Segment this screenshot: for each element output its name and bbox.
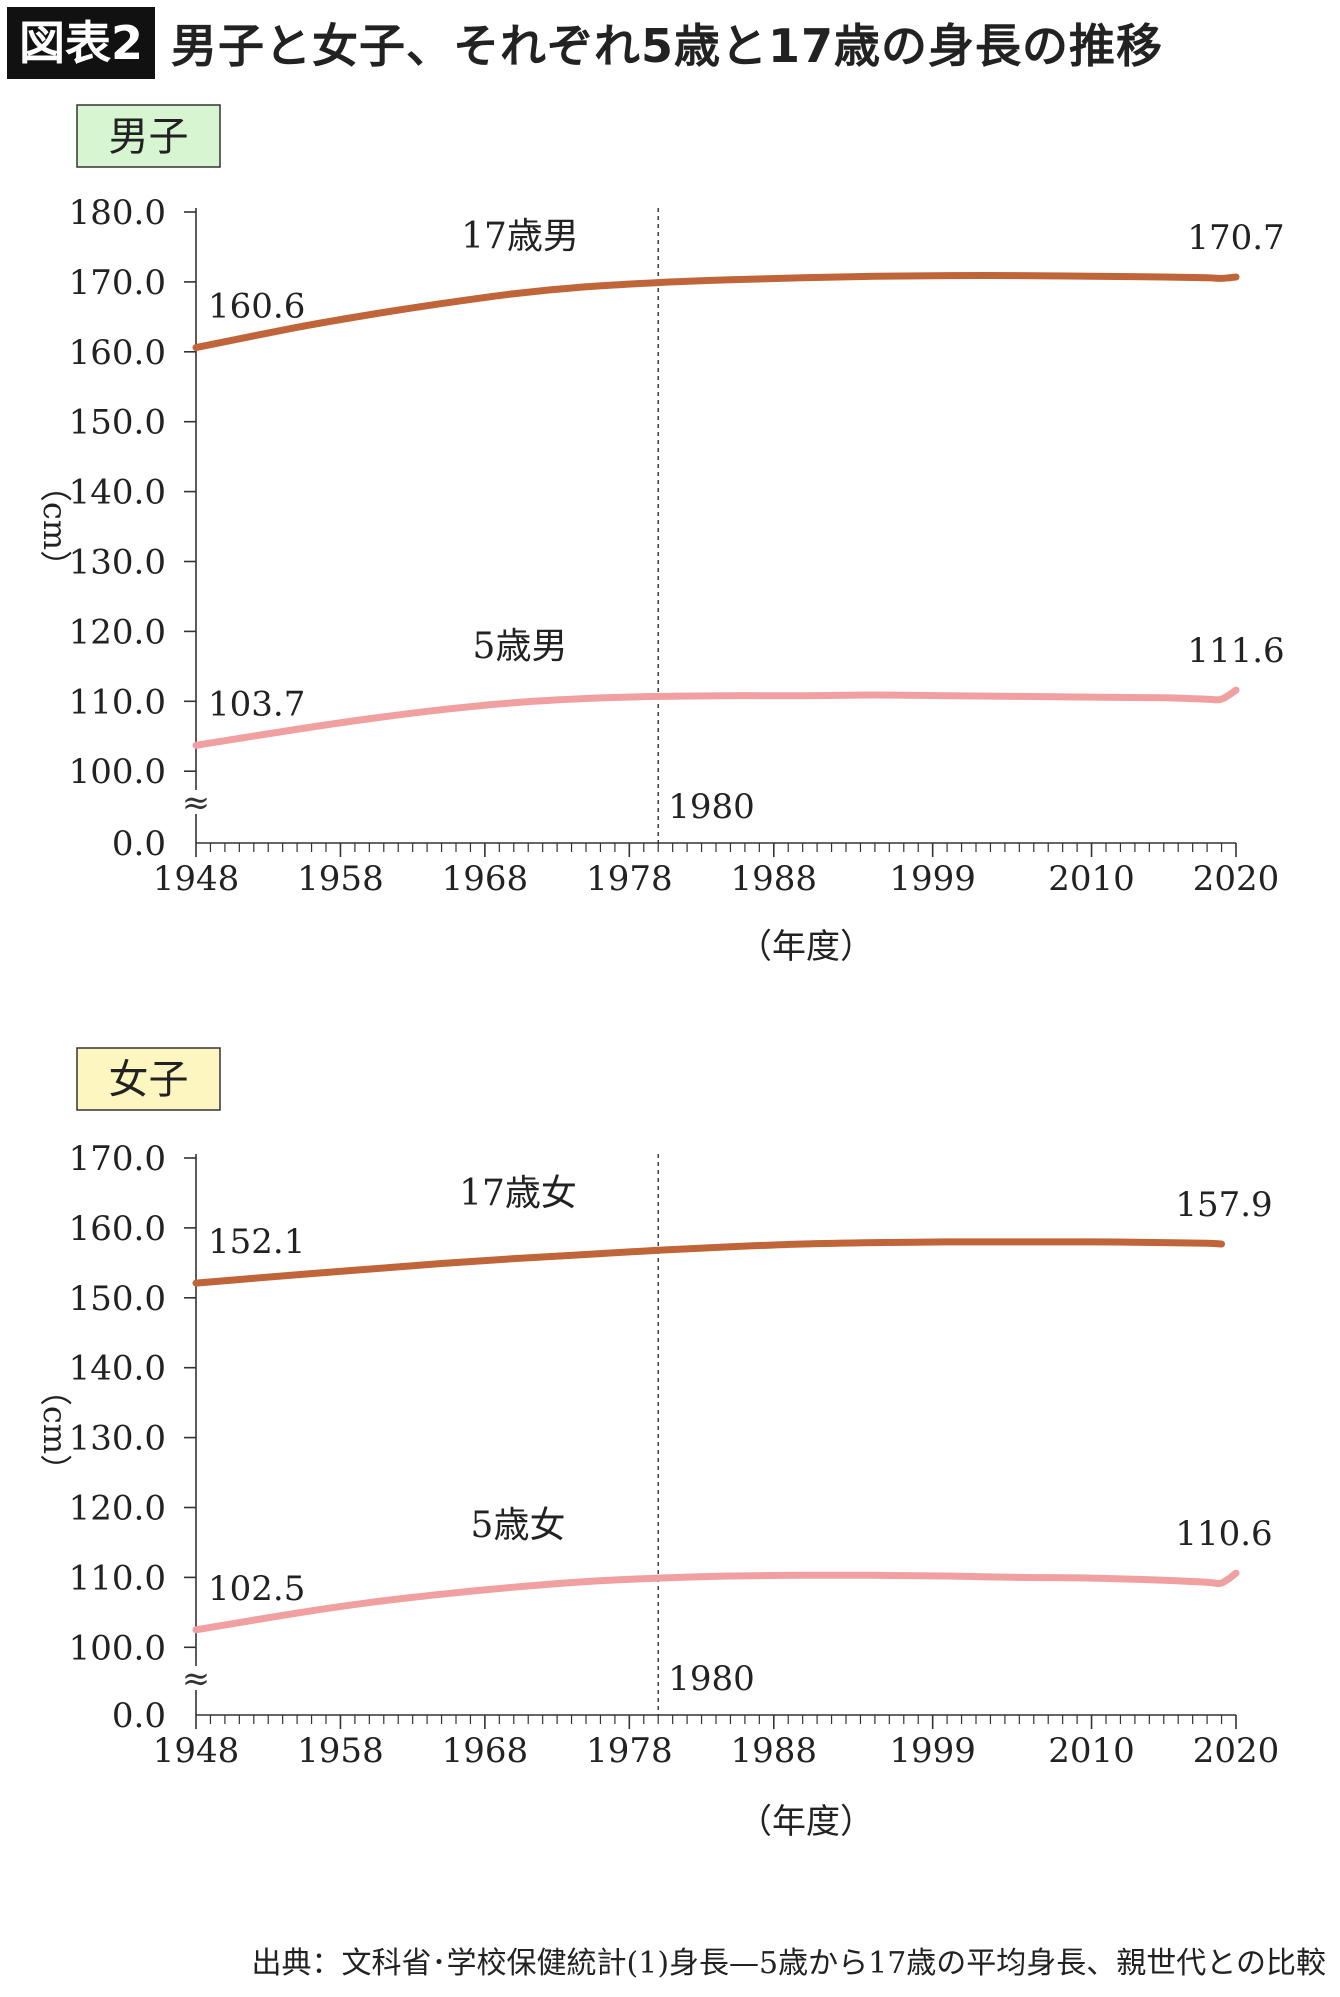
x-tick-label: 1999: [889, 859, 976, 899]
figure-title: 男子と女子、それぞれ5歳と17歳の身長の推移: [171, 19, 1164, 73]
series-line: [192, 1569, 1240, 1634]
y-axis-label: （cm）: [36, 470, 74, 582]
x-tick-label: 1978: [586, 1731, 673, 1771]
x-tick-label: 2010: [1048, 1731, 1135, 1771]
x-tick-label: 1958: [297, 1731, 384, 1771]
y-tick-label: 140.0: [69, 1349, 166, 1389]
series-name-label: 17歳男: [461, 216, 579, 257]
y-tick-label: 150.0: [69, 403, 166, 443]
y-tick-label: 160.0: [69, 333, 166, 373]
y-tick-label: 170.0: [69, 1139, 166, 1179]
y-tick-label: 100.0: [69, 1628, 166, 1668]
series-name-label: 17歳女: [459, 1173, 577, 1214]
y-tick-label: 150.0: [69, 1279, 166, 1319]
y-tick-label: 130.0: [69, 1419, 166, 1459]
figure-number-badge: 図表2: [7, 7, 156, 79]
series-start-label: 152.1: [208, 1222, 305, 1262]
y-tick-label: 110.0: [69, 682, 166, 722]
y-tick-label: 120.0: [69, 1489, 166, 1529]
y-tick-label: 170.0: [69, 263, 166, 303]
y-tick-label: 130.0: [69, 543, 166, 583]
series-line: [192, 1238, 1226, 1287]
series-end-label: 157.9: [1175, 1185, 1272, 1225]
x-axis-label: （年度）: [738, 1802, 874, 1842]
series-name-label: 5歳男: [473, 626, 568, 667]
x-tick-label: 2020: [1193, 1731, 1280, 1771]
x-tick-label: 2020: [1193, 859, 1280, 899]
panel-label-box: [76, 1047, 221, 1111]
series-line: [192, 686, 1240, 749]
chart-panel: 女子 ≈170.0 160.0 150.0 140.0 130.0 120.0 110.0 10…: [36, 1047, 1280, 1842]
x-tick-label: 1948: [153, 859, 240, 899]
series-start-label: 102.5: [208, 1569, 305, 1609]
series-end-label: 111.6: [1187, 631, 1284, 671]
panel-label: 男子: [109, 114, 189, 160]
series-end-label: 170.7: [1187, 218, 1284, 258]
x-tick-label: 1958: [297, 859, 384, 899]
x-tick-label: 1999: [889, 1731, 976, 1771]
x-tick-label: 1948: [153, 1731, 240, 1771]
panel-label: 女子: [109, 1057, 189, 1103]
y-axis-label: （cm）: [36, 1374, 74, 1486]
x-tick-label: 1988: [731, 859, 818, 899]
y-tick-label: 110.0: [69, 1558, 166, 1598]
x-tick-label: 1968: [442, 859, 529, 899]
y-tick-label: 100.0: [69, 752, 166, 792]
x-tick-label: 1968: [442, 1731, 529, 1771]
y-tick-label: 0.0: [112, 1696, 166, 1736]
series-start-label: 103.7: [208, 684, 305, 724]
y-tick-label: 140.0: [69, 473, 166, 513]
series-end-label: 110.6: [1175, 1514, 1272, 1554]
x-tick-label: 1978: [586, 859, 673, 899]
series-name-label: 5歳女: [471, 1505, 566, 1546]
x-tick-label: 2010: [1048, 859, 1135, 899]
source-note: 出典：文科省･学校保健統計(1)身長—5歳から17歳の平均身長、親世代との比較: [251, 1946, 1326, 1981]
y-tick-label: 160.0: [69, 1209, 166, 1249]
panel-label-box: [76, 104, 221, 168]
x-axis-label: （年度）: [738, 927, 874, 967]
y-tick-label: 0.0: [112, 824, 166, 864]
series-start-label: 160.6: [208, 287, 305, 327]
figure-header: 図表2 男子と女子、それぞれ5歳と17歳の身長の推移: [7, 7, 1163, 79]
axis-break-mark: ≈: [182, 783, 211, 823]
y-tick-label: 180.0: [69, 193, 166, 233]
y-tick-label: 120.0: [69, 612, 166, 652]
x-tick-label: 1988: [731, 1731, 818, 1771]
reference-year-label: 1980: [668, 1659, 755, 1699]
axis-break-mark: ≈: [182, 1659, 211, 1699]
reference-year-label: 1980: [668, 787, 755, 827]
chart-panel: 男子 ≈180.0 170.0 160.0 150.0 140.0 130.0 120.0 11…: [36, 104, 1285, 967]
series-line: [192, 272, 1240, 352]
